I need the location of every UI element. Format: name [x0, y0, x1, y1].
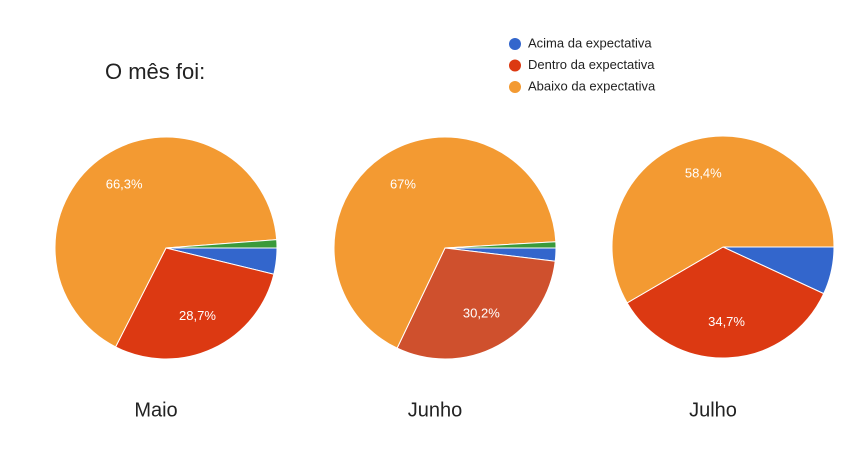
- pie-slice: [611, 135, 835, 304]
- chart-title: Julho: [689, 399, 737, 421]
- slice-label: 34,7%: [708, 314, 745, 329]
- slice-label: 66,3%: [106, 177, 143, 192]
- slice-label: 58,4%: [685, 166, 722, 181]
- slice-label: 30,2%: [463, 306, 500, 321]
- legend-swatch: [509, 59, 521, 72]
- slice-label: 28,7%: [179, 308, 216, 323]
- page-title: O mês foi:: [105, 59, 205, 84]
- chart-title: Junho: [408, 399, 463, 421]
- legend-swatch: [509, 81, 521, 93]
- chart-title: Maio: [134, 399, 177, 421]
- legend-label: Dentro da expectativa: [528, 57, 655, 72]
- pie-slice: [444, 241, 557, 249]
- pie-slice: [396, 247, 556, 360]
- pie-slice: [54, 136, 278, 348]
- legend-label: Abaixo da expectativa: [528, 78, 656, 93]
- pie-slice: [333, 136, 557, 349]
- legend-label: Acima da expectativa: [528, 35, 652, 50]
- slice-label: 67%: [390, 177, 416, 192]
- pie-slice: [114, 247, 275, 360]
- pie-slice: [165, 239, 278, 249]
- legend-swatch: [509, 38, 521, 50]
